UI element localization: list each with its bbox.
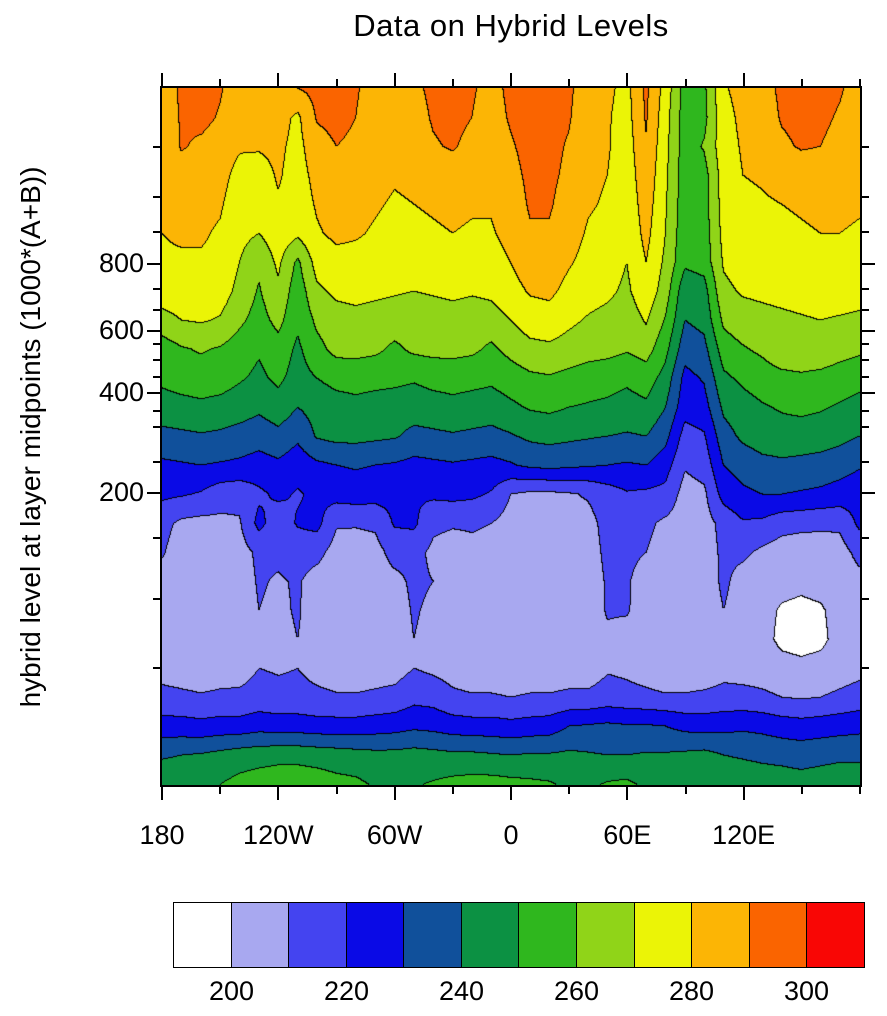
colorbar-swatch	[748, 903, 807, 967]
y-axis-minor-tick	[153, 536, 160, 539]
colorbar-swatch	[345, 903, 404, 967]
x-axis-minor-tick	[684, 79, 687, 86]
y-axis-minor-tick	[862, 308, 869, 311]
y-axis-tick	[862, 330, 875, 333]
y-axis-tick	[147, 262, 160, 265]
y-axis-tick-label: 200	[98, 476, 144, 507]
x-axis-minor-tick	[859, 79, 861, 86]
y-axis-minor-tick	[153, 231, 160, 233]
y-axis-tick	[862, 491, 875, 494]
y-axis-minor-tick	[862, 146, 869, 149]
colorbar-swatch	[576, 903, 634, 967]
x-axis-minor-tick	[335, 79, 338, 86]
x-axis-minor-tick	[684, 787, 687, 794]
y-axis-tick	[862, 392, 875, 394]
y-axis-tick	[147, 330, 160, 333]
colorbar	[173, 902, 865, 968]
colorbar-swatch	[806, 903, 864, 967]
x-axis-minor-tick	[451, 787, 454, 794]
colorbar-swatch	[460, 903, 519, 967]
y-axis-minor-tick	[862, 536, 869, 539]
colorbar-swatch	[403, 903, 461, 967]
y-axis-tick-label: 600	[98, 315, 144, 346]
x-axis-minor-tick	[568, 787, 571, 794]
x-axis-tick	[393, 73, 396, 86]
y-axis-minor-tick	[153, 196, 160, 198]
colorbar-tick-label: 280	[668, 976, 715, 1006]
y-axis-minor-tick	[862, 409, 869, 412]
y-axis-minor-tick	[862, 375, 869, 378]
chart-title: Data on Hybrid Levels	[353, 8, 669, 43]
contour-plot-canvas	[162, 88, 860, 785]
x-axis-minor-tick	[568, 79, 571, 86]
y-axis-minor-tick	[153, 358, 160, 361]
y-axis-minor-tick	[153, 375, 160, 378]
colorbar-tick-label: 200	[208, 976, 255, 1006]
x-axis-tick	[626, 787, 629, 800]
x-axis-tick	[161, 787, 163, 800]
y-axis-minor-tick	[153, 597, 160, 600]
x-axis-tick	[393, 787, 396, 800]
y-axis-minor-tick	[862, 231, 869, 233]
colorbar-tick-label: 300	[783, 976, 830, 1006]
plot-frame	[160, 86, 862, 787]
y-axis-minor-tick	[153, 308, 160, 311]
y-axis-minor-tick	[153, 666, 160, 669]
y-axis-minor-tick	[862, 426, 869, 429]
y-axis-minor-tick	[153, 461, 160, 463]
x-axis-minor-tick	[800, 79, 803, 86]
x-axis-tick-label: 60E	[603, 820, 652, 850]
y-axis-tick	[147, 491, 160, 494]
x-axis-tick	[161, 73, 163, 86]
colorbar-swatch	[633, 903, 692, 967]
x-axis-tick	[510, 787, 512, 800]
x-axis-minor-tick	[800, 787, 803, 794]
x-axis-tick-label: 120W	[243, 820, 314, 850]
y-axis-minor-tick	[153, 288, 160, 290]
x-axis-minor-tick	[451, 79, 454, 86]
y-axis-tick-label: 800	[98, 247, 144, 278]
y-axis-minor-tick	[153, 409, 160, 412]
x-axis-tick	[510, 73, 512, 86]
x-axis-tick-label: 60W	[366, 820, 423, 850]
y-axis-minor-tick	[862, 666, 869, 669]
y-axis-minor-tick	[153, 426, 160, 429]
x-axis-minor-tick	[219, 79, 222, 86]
x-axis-tick-label: 0	[503, 820, 519, 850]
colorbar-swatch	[288, 903, 346, 967]
y-axis-minor-tick	[862, 343, 869, 345]
y-axis-tick	[862, 262, 875, 265]
y-axis-minor-tick	[862, 358, 869, 361]
x-axis-minor-tick	[859, 787, 861, 794]
colorbar-swatch	[691, 903, 749, 967]
colorbar-tick-label: 240	[438, 976, 485, 1006]
colorbar-tick-label: 220	[323, 976, 370, 1006]
x-axis-tick	[626, 73, 629, 86]
colorbar-tick-label: 260	[553, 976, 600, 1006]
x-axis-tick	[277, 787, 280, 800]
x-axis-minor-tick	[219, 787, 222, 794]
y-axis-tick	[147, 392, 160, 394]
colorbar-swatch	[174, 903, 231, 967]
colorbar-swatch	[230, 903, 289, 967]
x-axis-minor-tick	[335, 787, 338, 794]
y-axis-minor-tick	[862, 196, 869, 198]
y-axis-label: hybrid level at layer midpoints (1000*(A…	[15, 166, 46, 708]
y-axis-minor-tick	[862, 288, 869, 290]
y-axis-tick-label: 400	[98, 377, 144, 407]
x-axis-tick-label: 180	[139, 820, 185, 850]
y-axis-minor-tick	[153, 146, 160, 149]
colorbar-swatch	[518, 903, 577, 967]
y-axis-minor-tick	[862, 461, 869, 463]
x-axis-tick-label: 120E	[712, 820, 776, 850]
y-axis-minor-tick	[153, 343, 160, 345]
x-axis-tick	[742, 787, 745, 800]
y-axis-minor-tick	[862, 597, 869, 600]
x-axis-tick	[742, 73, 745, 86]
x-axis-tick	[277, 73, 280, 86]
